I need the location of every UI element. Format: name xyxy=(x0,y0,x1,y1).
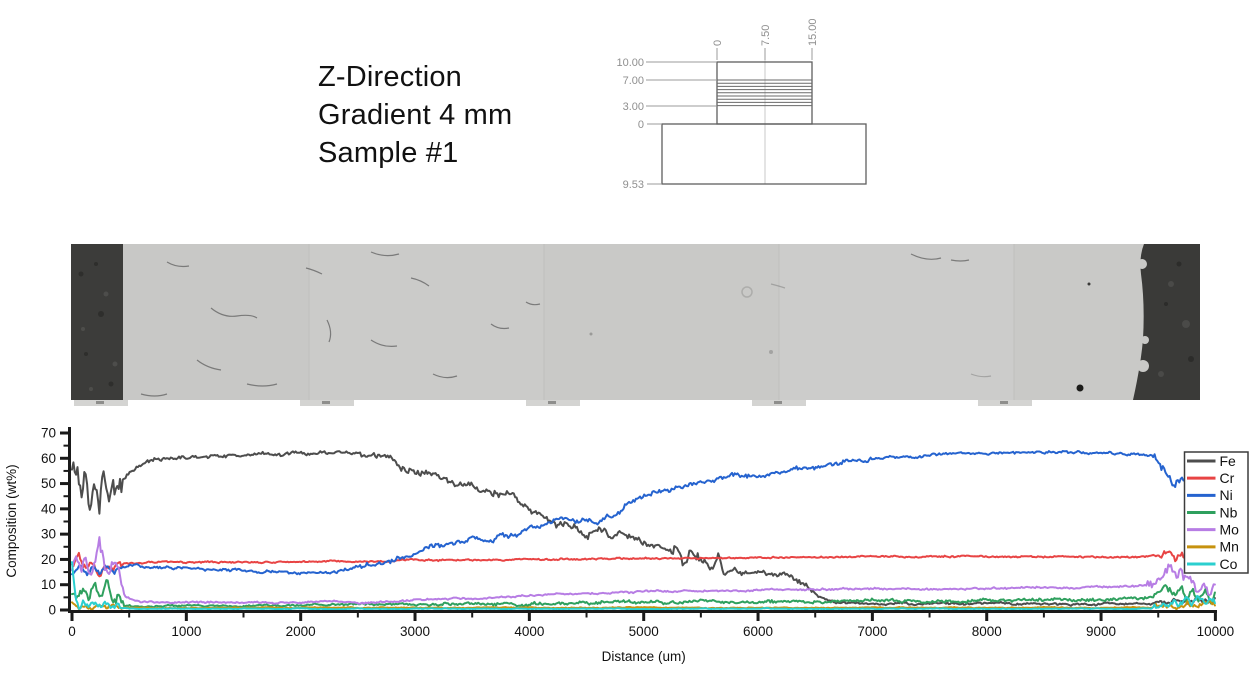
legend-label: Mo xyxy=(1220,521,1240,537)
dim-label: 15.00 xyxy=(807,18,819,46)
series-line-cr xyxy=(71,550,1216,578)
composition-chart-canvas: 0 1000 2000 3000 4000 5000 6000 7000 8000 9000 100… xyxy=(4,426,1249,664)
x-tick-label: 5000 xyxy=(629,624,659,639)
x-tick-label: 0 xyxy=(68,624,76,639)
legend-label: Co xyxy=(1220,556,1238,572)
y-axis-title: Composition (wt%) xyxy=(4,464,19,577)
x-tick-label: 6000 xyxy=(743,624,773,639)
legend-label: Fe xyxy=(1220,453,1237,469)
x-axis-title: Distance (um) xyxy=(602,649,686,664)
title-line-3: Sample #1 xyxy=(318,137,459,169)
x-tick-label: 3000 xyxy=(400,624,430,639)
micrograph-scalebar-tab xyxy=(526,400,580,406)
dim-label: 10.00 xyxy=(616,57,644,69)
micrograph-mount-right xyxy=(1133,244,1200,400)
micrograph-tile-shading xyxy=(123,244,1147,400)
series-line-fe xyxy=(71,450,1216,607)
micrograph-scalebar-tab xyxy=(74,400,128,406)
dim-label: 3.00 xyxy=(623,101,644,113)
legend-label: Mn xyxy=(1220,539,1239,555)
y-tick-label: 40 xyxy=(41,501,56,516)
x-tick-label: 2000 xyxy=(286,624,316,639)
x-tick-label: 4000 xyxy=(514,624,544,639)
x-tick-label: 9000 xyxy=(1086,624,1116,639)
y-tick-label: 10 xyxy=(41,577,56,592)
chart-series-group xyxy=(71,450,1216,611)
sample-title-block: Z-Direction Gradient 4 mm Sample #1 xyxy=(318,58,512,172)
x-tick-label: 7000 xyxy=(857,624,887,639)
series-line-co xyxy=(71,561,1216,611)
series-line-ni xyxy=(71,450,1216,577)
series-line-nb xyxy=(71,579,1216,609)
legend-label: Ni xyxy=(1220,487,1233,503)
micrograph-mount-left xyxy=(71,244,123,400)
dim-label: 7.50 xyxy=(760,25,772,46)
micrograph-scalebar-tab xyxy=(752,400,806,406)
composition-chart: 0 1000 2000 3000 4000 5000 6000 7000 8000 9000 100… xyxy=(0,425,1252,673)
y-tick-label: 30 xyxy=(41,527,56,542)
y-tick-label: 20 xyxy=(41,552,56,567)
series-line-mo xyxy=(71,536,1216,605)
schematic-hatch-lines xyxy=(717,79,812,107)
dim-label: 7.00 xyxy=(623,75,644,87)
dim-label: 9.53 xyxy=(623,179,644,191)
series-line-mn xyxy=(71,598,1216,611)
micrograph-scalebar-tab xyxy=(978,400,1032,406)
x-tick-label: 1000 xyxy=(171,624,201,639)
legend-label: Cr xyxy=(1220,470,1235,486)
title-line-1: Z-Direction xyxy=(318,61,462,93)
micrograph-scalebar-tab xyxy=(300,400,354,406)
schematic-substrate-block xyxy=(661,123,867,185)
y-tick-label: 50 xyxy=(41,476,56,491)
micrograph-cracks xyxy=(140,251,992,397)
micrograph-strip xyxy=(71,244,1200,400)
y-tick-label: 60 xyxy=(41,451,56,466)
micrograph-defects xyxy=(589,282,1091,392)
dim-label: 0 xyxy=(712,40,724,46)
x-tick-label: 10000 xyxy=(1197,624,1235,639)
y-tick-label: 70 xyxy=(41,426,56,441)
title-line-2: Gradient 4 mm xyxy=(318,99,513,131)
dim-label: 0 xyxy=(638,119,644,131)
sample-schematic-drawing: 10.00 7.00 3.00 0 9.53 0 7.50 15.00 xyxy=(616,18,867,191)
y-tick-label: 0 xyxy=(48,603,56,618)
x-tick-label: 8000 xyxy=(972,624,1002,639)
legend-label: Nb xyxy=(1220,504,1238,520)
